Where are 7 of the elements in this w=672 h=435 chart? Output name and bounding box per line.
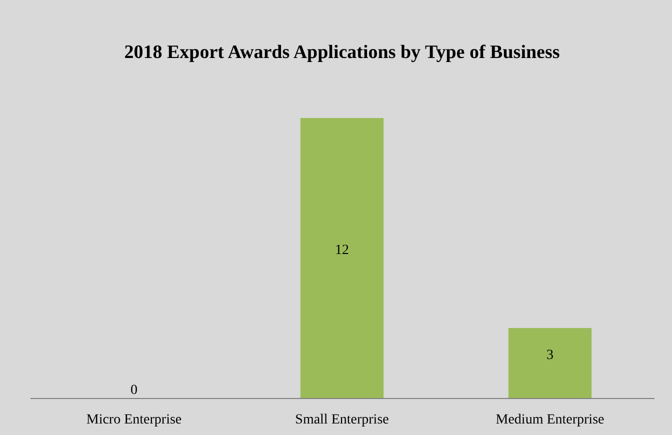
- x-tick-label: Micro Enterprise: [86, 412, 182, 428]
- x-tick-label: Small Enterprise: [295, 412, 389, 428]
- data-label: 0: [130, 383, 138, 398]
- x-tick-label: Medium Enterprise: [496, 412, 604, 428]
- data-label: 12: [335, 243, 349, 258]
- chart-title: 2018 Export Awards Applications by Type of Business: [124, 42, 560, 63]
- data-label: 3: [546, 348, 554, 363]
